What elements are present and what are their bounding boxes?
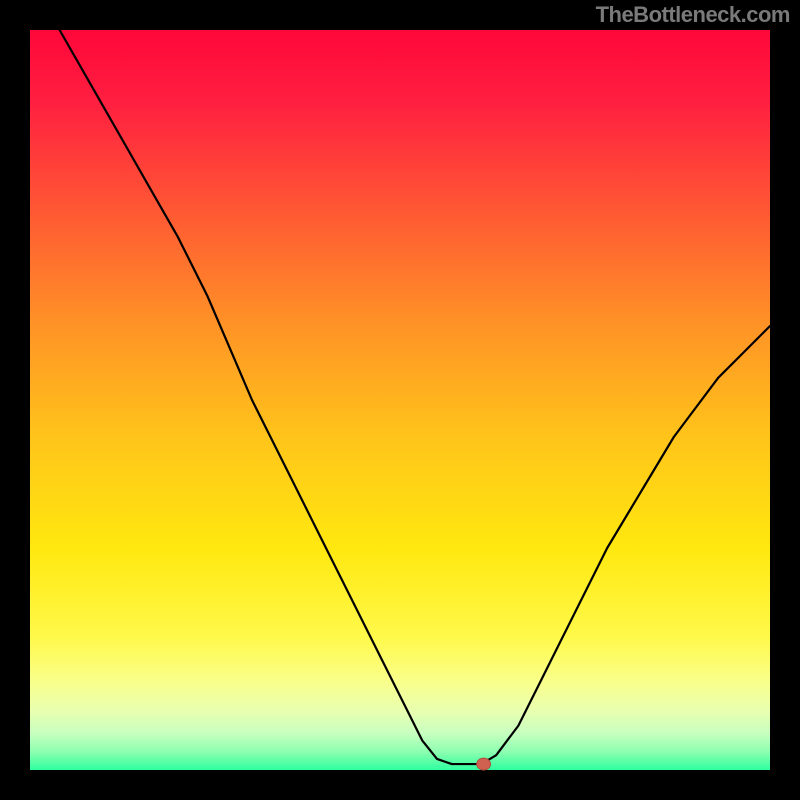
watermark-text: TheBottleneck.com (596, 2, 790, 28)
bottleneck-chart (0, 0, 800, 800)
chart-frame: TheBottleneck.com (0, 0, 800, 800)
optimal-point-marker (477, 758, 491, 770)
plot-background (30, 30, 770, 770)
